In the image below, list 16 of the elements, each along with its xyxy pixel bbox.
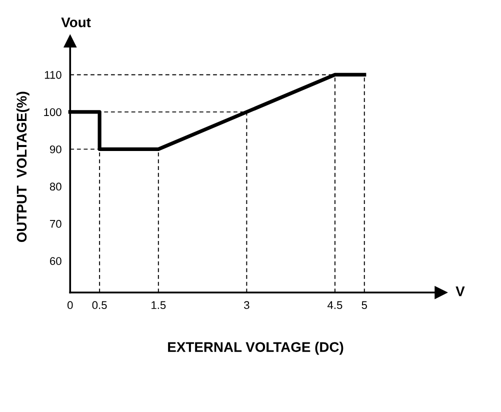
x-axis-title: EXTERNAL VOLTAGE (DC) — [168, 342, 344, 355]
y-tick-label: 60 — [50, 257, 62, 266]
y-axis-title: OUTPUT VOLTAGE(%) — [16, 92, 30, 242]
x-tick-label: 5 — [362, 301, 367, 310]
x-tick-label: 0.5 — [92, 301, 107, 310]
y-tick-label: 110 — [44, 70, 62, 79]
x-tick-label: 3 — [244, 301, 250, 310]
y-tick-label: 90 — [50, 145, 62, 154]
y-tick-label: 70 — [50, 220, 62, 228]
text: Vout — [61, 18, 91, 28]
x-tick-label: 1.5 — [152, 301, 166, 310]
y-tick-label: 100 — [44, 108, 62, 116]
text: V — [456, 286, 465, 296]
x-tick-label: 4.5 — [327, 301, 342, 310]
x-tick-label: 0 — [67, 301, 73, 310]
y-tick-label: 80 — [50, 182, 62, 191]
